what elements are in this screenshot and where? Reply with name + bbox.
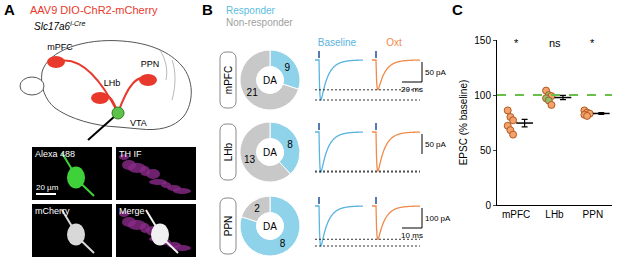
svg-text:10 ms: 10 ms bbox=[401, 231, 423, 240]
svg-text:Baseline: Baseline bbox=[318, 37, 357, 48]
svg-text:A: A bbox=[4, 1, 15, 18]
svg-text:50 pA: 50 pA bbox=[425, 140, 447, 149]
svg-text:TH IF: TH IF bbox=[119, 149, 142, 159]
svg-text:Merge: Merge bbox=[119, 206, 145, 216]
svg-text:9: 9 bbox=[285, 62, 291, 73]
svg-text:mPFC: mPFC bbox=[502, 209, 530, 220]
svg-text:PPN: PPN bbox=[223, 216, 234, 237]
svg-text:20 ms: 20 ms bbox=[401, 85, 423, 94]
svg-text:VTA: VTA bbox=[130, 118, 147, 128]
svg-text:20 µm: 20 µm bbox=[36, 183, 59, 192]
svg-text:8: 8 bbox=[280, 238, 286, 249]
svg-text:Non-responder: Non-responder bbox=[226, 17, 293, 28]
svg-text:LHb: LHb bbox=[223, 142, 234, 161]
svg-text:50: 50 bbox=[480, 145, 492, 156]
svg-text:B: B bbox=[202, 1, 213, 18]
svg-text:AAV9 DIO-ChR2-mCherry: AAV9 DIO-ChR2-mCherry bbox=[30, 4, 158, 16]
svg-text:LHb: LHb bbox=[104, 78, 121, 88]
svg-text:mCherry: mCherry bbox=[35, 206, 70, 216]
svg-text:EPSC (% baseline): EPSC (% baseline) bbox=[458, 80, 469, 166]
svg-text:150: 150 bbox=[474, 35, 491, 46]
svg-text:C: C bbox=[452, 1, 463, 18]
svg-text:PPN: PPN bbox=[583, 209, 604, 220]
svg-text:ns: ns bbox=[549, 37, 561, 49]
svg-text:8: 8 bbox=[287, 139, 293, 150]
svg-text:Oxt: Oxt bbox=[386, 37, 402, 48]
svg-text:13: 13 bbox=[244, 154, 256, 165]
svg-text:100: 100 bbox=[474, 90, 491, 101]
svg-text:2: 2 bbox=[254, 203, 260, 214]
svg-text:100 pA: 100 pA bbox=[425, 214, 451, 223]
svg-text:50 pA: 50 pA bbox=[425, 68, 447, 77]
svg-text:*: * bbox=[590, 37, 595, 49]
svg-text:Alexa 488: Alexa 488 bbox=[35, 149, 75, 159]
svg-text:mPFC: mPFC bbox=[223, 66, 234, 94]
svg-text:LHb: LHb bbox=[545, 209, 564, 220]
svg-text:*: * bbox=[514, 37, 519, 49]
svg-text:0: 0 bbox=[485, 200, 491, 211]
svg-text:DA: DA bbox=[263, 75, 277, 86]
svg-text:PPN: PPN bbox=[141, 59, 160, 69]
svg-text:mPFC: mPFC bbox=[47, 42, 73, 52]
svg-text:Slc17a6i-Cre: Slc17a6i-Cre bbox=[34, 20, 85, 32]
svg-text:Responder: Responder bbox=[226, 5, 276, 16]
svg-text:21: 21 bbox=[247, 87, 259, 98]
svg-text:DA: DA bbox=[263, 147, 277, 158]
svg-text:DA: DA bbox=[263, 221, 277, 232]
